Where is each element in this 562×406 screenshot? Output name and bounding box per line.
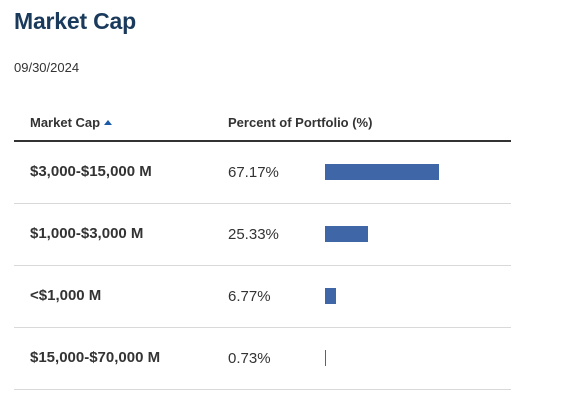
column-header-market-cap[interactable]: Market Cap [30,115,113,130]
table-row: $3,000-$15,000 M 67.17% [14,142,511,204]
market-cap-range: $3,000-$15,000 M [30,163,152,180]
percent-value: 67.17% [228,164,279,181]
table-row: $1,000-$3,000 M 25.33% [14,204,511,266]
market-cap-range: <$1,000 M [30,287,102,304]
table-row: $15,000-$70,000 M 0.73% [14,328,511,390]
sort-up-icon[interactable] [104,120,113,125]
percent-value: 6.77% [228,288,271,305]
percent-bar [325,350,326,366]
percent-value: 25.33% [228,226,279,243]
table-header: Market Cap Percent of Portfolio (%) [14,104,511,142]
as-of-date: 09/30/2024 [14,60,80,75]
market-cap-range: $15,000-$70,000 M [30,349,161,366]
percent-bar [325,164,439,180]
column-header-market-cap-label: Market Cap [30,115,101,130]
percent-value: 0.73% [228,350,271,367]
percent-bar [325,288,336,304]
column-header-percent: Percent of Portfolio (%) [228,115,373,130]
market-cap-table: Market Cap Percent of Portfolio (%) $3,0… [14,104,511,390]
page-title: Market Cap [14,8,136,34]
percent-bar [325,226,368,242]
table-row: <$1,000 M 6.77% [14,266,511,328]
market-cap-range: $1,000-$3,000 M [30,225,144,242]
